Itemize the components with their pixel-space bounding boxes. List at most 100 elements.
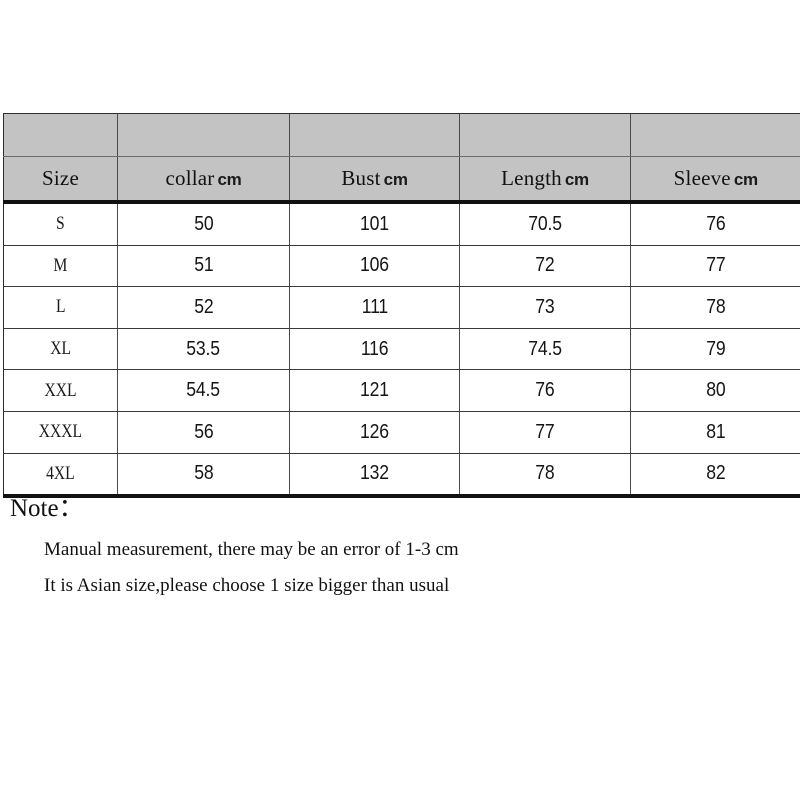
- cell-value: 82: [706, 462, 726, 485]
- table-row: S 50 101 70.5 76: [3, 201, 800, 246]
- cell-length: 77: [459, 410, 631, 454]
- cell-value: 54.5: [186, 379, 221, 402]
- table-row: XL 53.5 116 74.5 79: [3, 327, 800, 371]
- cell-length: 76: [459, 369, 631, 412]
- cell-value: XXL: [44, 379, 77, 401]
- column-header-bust-label: Bust: [341, 166, 381, 190]
- cell-length: 72: [459, 244, 631, 288]
- cell-value: 78: [706, 295, 726, 318]
- cell-bust: 111: [289, 286, 460, 329]
- note-line-sizing: It is Asian size,please choose 1 size bi…: [44, 575, 450, 596]
- column-header-collar: collar cm: [117, 156, 290, 204]
- cell-value: S: [56, 213, 65, 235]
- cell-value: 78: [535, 462, 555, 485]
- cell-value: XL: [50, 338, 71, 360]
- cell-value: 58: [193, 462, 214, 485]
- cell-value: M: [53, 254, 68, 276]
- cell-size: M: [3, 244, 118, 288]
- table-row: M 51 106 72 77: [3, 244, 800, 288]
- cell-value: 81: [706, 420, 726, 443]
- header-spacer-cell-length: [459, 113, 631, 157]
- column-header-collar-unit: cm: [217, 170, 242, 189]
- cell-bust: 121: [289, 369, 460, 412]
- cell-value: 80: [706, 379, 726, 402]
- cell-value: 126: [360, 420, 389, 443]
- cell-sleeve: 79: [630, 327, 800, 371]
- cell-value: 50: [193, 212, 214, 235]
- note-block: Note： Manual measurement, there may be a…: [0, 492, 800, 602]
- cell-collar: 53.5: [117, 327, 290, 371]
- cell-collar: 52: [117, 286, 290, 329]
- cell-value: 53.5: [186, 337, 221, 360]
- column-header-bust: Bust cm: [289, 156, 460, 204]
- table-row: L 52 111 73 78: [3, 286, 800, 329]
- column-header-sleeve-unit: cm: [733, 170, 758, 189]
- cell-collar: 56: [117, 410, 290, 454]
- cell-sleeve: 82: [630, 452, 800, 499]
- table-row: XXL 54.5 121 76 80: [3, 369, 800, 412]
- cell-value: 77: [535, 420, 555, 443]
- size-chart-body: S 50 101 70.5 76 M 51 106 72 77 L 52 111 73 78 XL 53.5 11…: [3, 201, 800, 499]
- cell-value: 52: [193, 295, 214, 318]
- cell-value: 106: [360, 254, 389, 277]
- cell-sleeve: 77: [630, 244, 800, 288]
- cell-size: L: [3, 286, 118, 329]
- cell-value: 77: [706, 254, 726, 277]
- cell-bust: 106: [289, 244, 460, 288]
- cell-bust: 126: [289, 410, 460, 454]
- cell-collar: 51: [117, 244, 290, 288]
- note-title: Note：: [10, 495, 84, 522]
- cell-value: 51: [193, 254, 214, 277]
- cell-value: 76: [535, 379, 555, 402]
- cell-bust: 101: [289, 201, 460, 246]
- cell-collar: 58: [117, 452, 290, 499]
- cell-size: 4XL: [3, 452, 118, 499]
- table-row: XXXL 56 126 77 81: [3, 410, 800, 454]
- column-header-length: Length cm: [459, 156, 631, 204]
- cell-collar: 54.5: [117, 369, 290, 412]
- cell-value: 101: [360, 212, 389, 235]
- cell-size: XL: [3, 327, 118, 371]
- cell-sleeve: 78: [630, 286, 800, 329]
- column-header-sleeve-label: Sleeve: [673, 166, 731, 190]
- size-chart-table: Size collar cm Bust cm Length cm Sleeve cm S…: [3, 113, 800, 499]
- column-header-collar-label: collar: [165, 166, 215, 190]
- table-row: 4XL 58 132 78 82: [3, 452, 800, 499]
- cell-value: 111: [361, 295, 388, 318]
- cell-sleeve: 80: [630, 369, 800, 412]
- column-header-length-unit: cm: [564, 170, 589, 189]
- cell-size: S: [3, 201, 118, 246]
- cell-value: 79: [706, 337, 726, 360]
- cell-value: 72: [535, 254, 555, 277]
- cell-length: 74.5: [459, 327, 631, 371]
- note-line-measurement: Manual measurement, there may be an erro…: [44, 539, 459, 560]
- column-header-length-label: Length: [501, 166, 562, 190]
- cell-value: 4XL: [46, 462, 75, 484]
- header-spacer-cell-size: [3, 113, 118, 157]
- column-header-size-label: Size: [42, 166, 79, 190]
- cell-value: 73: [535, 295, 555, 318]
- cell-bust: 132: [289, 452, 460, 499]
- cell-length: 70.5: [459, 201, 631, 246]
- column-header-size: Size: [3, 156, 118, 204]
- cell-size: XXL: [3, 369, 118, 412]
- cell-length: 73: [459, 286, 631, 329]
- header-spacer-cell-collar: [117, 113, 290, 157]
- cell-value: 76: [706, 212, 726, 235]
- cell-sleeve: 76: [630, 201, 800, 246]
- cell-value: 121: [360, 379, 389, 402]
- cell-value: 116: [360, 337, 389, 360]
- cell-value: L: [55, 296, 66, 318]
- cell-bust: 116: [289, 327, 460, 371]
- cell-sleeve: 81: [630, 410, 800, 454]
- cell-value: 132: [360, 462, 389, 485]
- cell-size: XXXL: [3, 410, 118, 454]
- column-header-bust-unit: cm: [383, 170, 408, 189]
- cell-value: 56: [193, 420, 214, 443]
- cell-collar: 50: [117, 201, 290, 246]
- header-spacer-cell-sleeve: [630, 113, 800, 157]
- table-header-row: Size collar cm Bust cm Length cm Sleeve cm: [3, 156, 800, 204]
- cell-length: 78: [459, 452, 631, 499]
- cell-value: 74.5: [528, 337, 562, 360]
- cell-value: 70.5: [528, 212, 562, 235]
